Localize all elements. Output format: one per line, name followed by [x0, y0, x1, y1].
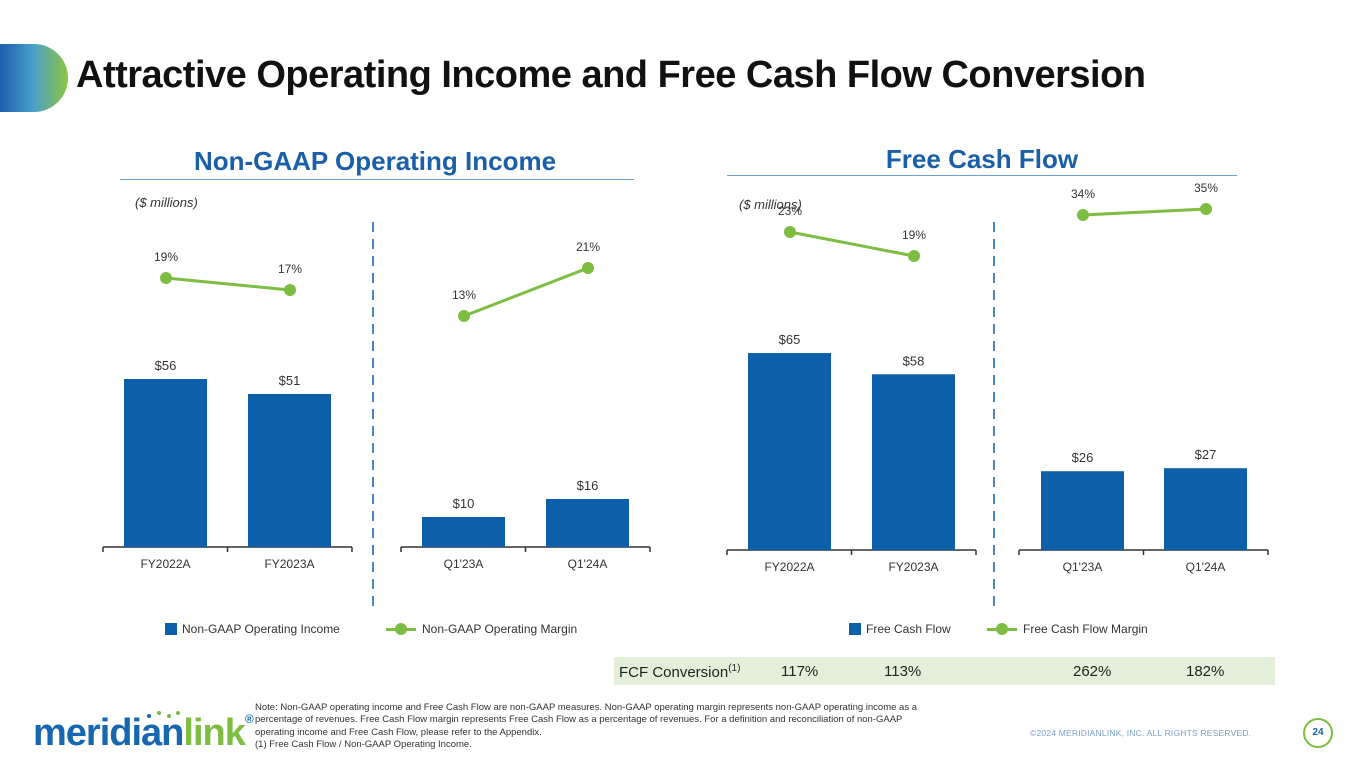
x-tick-label: Q1'24A: [1186, 560, 1226, 574]
bar: [422, 517, 505, 547]
bar-value-label: $16: [577, 478, 599, 493]
bar-value-label: $51: [279, 373, 301, 388]
margin-value-label: 19%: [154, 250, 178, 264]
margin-line: [165, 276, 291, 292]
margin-point: [160, 272, 172, 284]
x-tick-label: FY2022A: [140, 557, 190, 571]
bar: [872, 374, 955, 550]
page-number: 24: [1303, 718, 1333, 748]
fcf-conversion-value: 262%: [1073, 663, 1112, 680]
legend-right-bar-label: Free Cash Flow: [866, 622, 951, 636]
right-section-rule: [727, 175, 1237, 176]
fcf-conversion-label: FCF Conversion(1): [619, 663, 741, 681]
margin-value-label: 34%: [1071, 187, 1095, 201]
margin-value-label: 21%: [576, 240, 600, 254]
x-tick-label: FY2022A: [764, 560, 814, 574]
x-tick-label: Q1'23A: [444, 557, 484, 571]
footnote: Note: Non-GAAP operating income and Free…: [255, 702, 995, 752]
legend-right-bar: Free Cash Flow: [849, 622, 951, 636]
legend-right-line-label: Free Cash Flow Margin: [1023, 622, 1148, 636]
legend-bar-swatch: [849, 623, 861, 635]
legend-right-line: Free Cash Flow Margin: [987, 622, 1148, 636]
margin-point: [784, 226, 796, 238]
margin-point: [1077, 209, 1089, 221]
bar: [546, 499, 629, 547]
margin-point: [1200, 203, 1212, 215]
right-units-label: ($ millions): [739, 197, 802, 212]
legend-bar-swatch: [165, 623, 177, 635]
bar: [124, 379, 207, 547]
margin-value-label: 13%: [452, 288, 476, 302]
x-tick-label: Q1'24A: [568, 557, 608, 571]
margin-line: [789, 230, 915, 258]
bar-value-label: $56: [155, 358, 177, 373]
page-title: Attractive Operating Income and Free Cas…: [76, 54, 1146, 96]
x-tick-label: FY2023A: [888, 560, 938, 574]
fcf-conversion-value: 117%: [781, 663, 819, 680]
margin-point: [284, 284, 296, 296]
margin-value-label: 23%: [778, 204, 802, 218]
legend-line-swatch: [987, 623, 1017, 635]
left-section-title: Non-GAAP Operating Income: [193, 146, 557, 176]
bar-value-label: $65: [779, 332, 801, 347]
legend-left-bar-label: Non-GAAP Operating Income: [182, 622, 340, 636]
margin-point: [582, 262, 594, 274]
meridianlink-logo: meridianlink®: [33, 712, 254, 754]
legend-left-line: Non-GAAP Operating Margin: [386, 622, 577, 636]
bar: [248, 394, 331, 547]
bar: [748, 353, 831, 550]
footnote-line: Note: Non-GAAP operating income and Free…: [255, 702, 918, 713]
bar-value-label: $26: [1072, 450, 1094, 465]
margin-line: [1082, 207, 1207, 217]
bar-value-label: $10: [453, 496, 475, 511]
margin-value-label: 17%: [278, 262, 302, 276]
logo-dots-icon: [147, 711, 180, 718]
footnote-line: percentage of revenues. Free Cash Flow m…: [255, 714, 903, 726]
margin-value-label: 19%: [902, 228, 926, 242]
legend-left-line-label: Non-GAAP Operating Margin: [422, 622, 578, 636]
margin-value-label: 35%: [1194, 181, 1218, 195]
fcf-conversion-value: 182%: [1186, 663, 1225, 680]
x-tick-label: Q1'23A: [1063, 560, 1103, 574]
margin-line: [463, 266, 589, 318]
fcf-conversion-row: FCF Conversion(1) 117% 113% 262% 182%: [614, 657, 1275, 685]
copyright-text: ©2024 MERIDIANLINK, INC. ALL RIGHTS RESE…: [1030, 728, 1252, 738]
left-units-label: ($ millions): [135, 195, 198, 210]
bar: [1164, 468, 1247, 550]
bar-value-label: $27: [1195, 447, 1217, 462]
title-accent-tab: [0, 44, 68, 112]
right-section-title: Free Cash Flow: [885, 144, 1079, 174]
left-section-rule: [120, 179, 634, 180]
bar-value-label: $58: [903, 353, 925, 368]
legend-line-swatch: [386, 623, 416, 635]
footnote-line: operating income and Free Cash Flow, ple…: [255, 726, 542, 738]
fcf-conversion-value: 113%: [884, 663, 922, 680]
legend-left-bar: Non-GAAP Operating Income: [165, 622, 340, 636]
footnote-line: (1) Free Cash Flow / Non-GAAP Operating …: [255, 739, 472, 751]
margin-point: [908, 250, 920, 262]
x-tick-label: FY2023A: [264, 557, 314, 571]
margin-point: [458, 310, 470, 322]
bar: [1041, 471, 1124, 550]
